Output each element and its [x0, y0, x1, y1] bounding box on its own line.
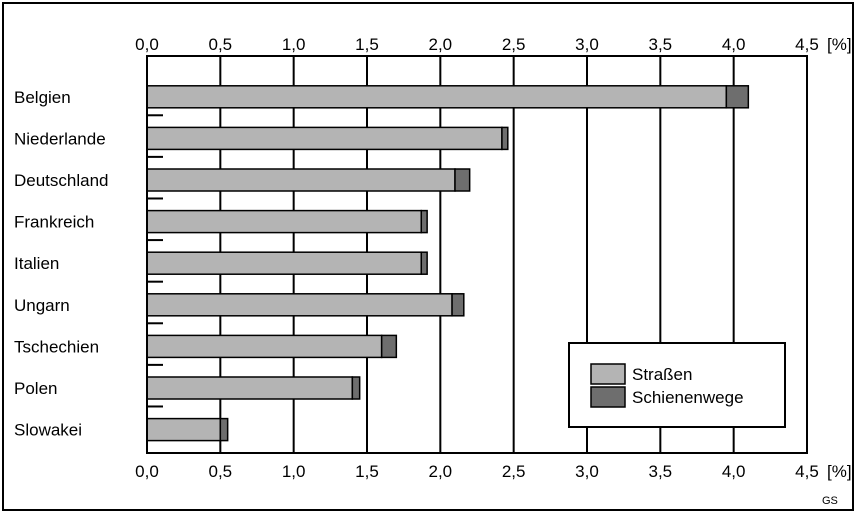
x-tick-label: 0,5 [209, 35, 233, 54]
row-separators [147, 114, 163, 408]
x-tick-label: 1,0 [282, 462, 306, 481]
category-labels: Belgien Niederlande Deutschland Frankreich I… [14, 88, 109, 440]
category-label: Slowakei [14, 421, 82, 440]
bar-schienenwege [725, 85, 750, 109]
bar-stra-en [146, 251, 423, 275]
bar-schienenwege [351, 376, 361, 400]
x-tick-label: 4,5 [795, 462, 819, 481]
legend: Straßen Schienenwege [568, 342, 786, 428]
x-tick-label: 4,0 [722, 35, 746, 54]
legend-label: Schienenwege [632, 388, 744, 407]
x-tick-label: 3,0 [575, 35, 599, 54]
bar-schienenwege [420, 209, 428, 234]
x-tick-label: 0,0 [135, 462, 159, 481]
x-tick-label: 3,5 [649, 462, 673, 481]
x-tick-label: 4,5 [795, 35, 819, 54]
legend-swatch [590, 386, 626, 408]
category-label: Tschechien [14, 337, 99, 356]
bar-stra-en [146, 168, 456, 192]
category-label: Deutschland [14, 171, 109, 190]
x-tick-label: 2,0 [429, 462, 453, 481]
x-unit-label: [%] [827, 35, 852, 54]
category-label: Frankreich [14, 213, 94, 232]
x-tick-label: 1,5 [355, 462, 379, 481]
bar-stra-en [146, 85, 728, 109]
legend-label: Straßen [632, 365, 692, 384]
bar-stra-en [146, 209, 423, 234]
bar-stra-en [146, 126, 503, 151]
x-tick-label: 2,0 [429, 35, 453, 54]
x-tick-label: 0,0 [135, 35, 159, 54]
bar-schienenwege [451, 293, 465, 317]
x-tick-label: 3,5 [649, 35, 673, 54]
plot-area-border [146, 55, 808, 454]
legend-swatch [590, 363, 626, 385]
bar-stra-en [146, 417, 222, 442]
bar-schienenwege [454, 168, 471, 192]
category-label: Polen [14, 379, 57, 398]
x-axis-top-ticks: 0,0 0,5 1,0 1,5 2,0 2,5 3,0 3,5 4,0 4,5 [%] [135, 35, 851, 54]
bar-stra-en [146, 376, 354, 400]
x-tick-label: 2,5 [502, 35, 526, 54]
x-tick-label: 2,5 [502, 462, 526, 481]
category-label: Ungarn [14, 296, 70, 315]
x-tick-label: 4,0 [722, 462, 746, 481]
x-axis-bottom-ticks: 0,0 0,5 1,0 1,5 2,0 2,5 3,0 3,5 4,0 4,5 [%] [135, 462, 851, 481]
x-tick-label: 0,5 [209, 462, 233, 481]
bars [146, 85, 750, 442]
bar-schienenwege [219, 417, 229, 442]
x-tick-label: 1,0 [282, 35, 306, 54]
bar-stra-en [146, 293, 453, 317]
x-tick-label: 3,0 [575, 462, 599, 481]
category-label: Italien [14, 254, 59, 273]
category-label: Belgien [14, 88, 71, 107]
bar-schienenwege [420, 251, 428, 275]
category-label: Niederlande [14, 129, 106, 148]
bar-stra-en [146, 334, 383, 359]
axes [146, 55, 808, 454]
x-tick-label: 1,5 [355, 35, 379, 54]
x-unit-label: [%] [827, 462, 852, 481]
credit-label: GS [822, 495, 838, 507]
legend-box [568, 342, 786, 428]
bar-schienenwege [501, 126, 509, 151]
bar-schienenwege [380, 334, 398, 359]
